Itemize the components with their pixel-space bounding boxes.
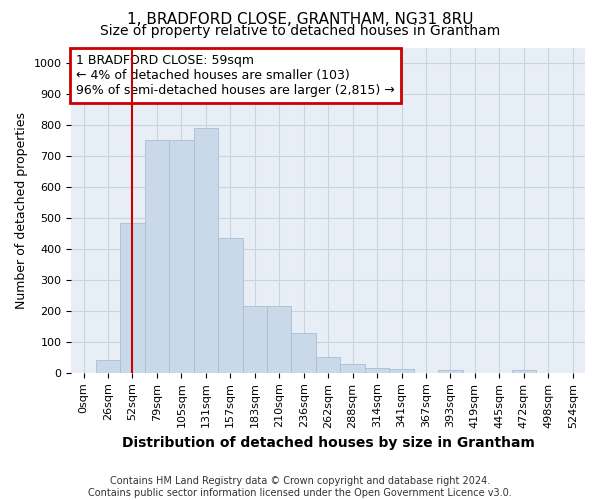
Bar: [292, 332, 316, 373]
Bar: [96, 360, 120, 373]
Bar: [438, 370, 463, 373]
Bar: [145, 140, 169, 373]
Bar: [389, 369, 414, 373]
Text: Contains HM Land Registry data © Crown copyright and database right 2024.
Contai: Contains HM Land Registry data © Crown c…: [88, 476, 512, 498]
Bar: [169, 140, 194, 373]
Text: 1, BRADFORD CLOSE, GRANTHAM, NG31 8RU: 1, BRADFORD CLOSE, GRANTHAM, NG31 8RU: [127, 12, 473, 28]
Bar: [218, 238, 242, 373]
Bar: [194, 128, 218, 373]
X-axis label: Distribution of detached houses by size in Grantham: Distribution of detached houses by size …: [122, 436, 535, 450]
Text: 1 BRADFORD CLOSE: 59sqm
← 4% of detached houses are smaller (103)
96% of semi-de: 1 BRADFORD CLOSE: 59sqm ← 4% of detached…: [76, 54, 395, 97]
Bar: [365, 368, 389, 373]
Bar: [316, 358, 340, 373]
Bar: [512, 370, 536, 373]
Bar: [340, 364, 365, 373]
Bar: [267, 306, 292, 373]
Y-axis label: Number of detached properties: Number of detached properties: [15, 112, 28, 308]
Text: Size of property relative to detached houses in Grantham: Size of property relative to detached ho…: [100, 24, 500, 38]
Bar: [120, 223, 145, 373]
Bar: [242, 306, 267, 373]
